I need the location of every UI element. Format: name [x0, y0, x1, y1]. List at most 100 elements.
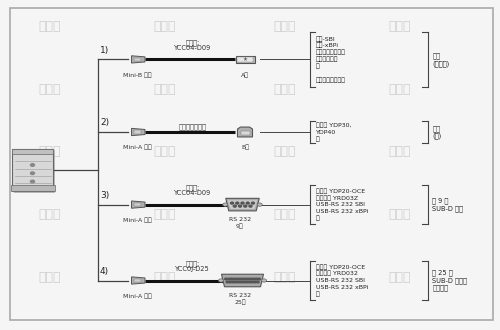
Circle shape — [228, 278, 230, 280]
Bar — [134, 203, 141, 207]
Text: 仅测试: 仅测试 — [154, 271, 176, 284]
Bar — [10, 185, 54, 191]
Text: 仅测试: 仅测试 — [39, 271, 61, 284]
Text: 仅测试: 仅测试 — [389, 208, 411, 221]
Text: 可移动数据存储器: 可移动数据存储器 — [316, 77, 346, 83]
Circle shape — [246, 202, 249, 204]
Circle shape — [262, 279, 266, 282]
Text: 关: 关 — [316, 215, 320, 221]
Text: 仅测试: 仅测试 — [39, 208, 61, 221]
Circle shape — [234, 205, 236, 207]
Circle shape — [247, 278, 250, 280]
Text: USB-RS 232 SBI: USB-RS 232 SBI — [316, 278, 365, 283]
Polygon shape — [238, 127, 252, 137]
Circle shape — [224, 278, 227, 280]
Circle shape — [222, 203, 228, 206]
Text: 电脑文本格式: 电脑文本格式 — [316, 57, 338, 62]
Text: 仅测试: 仅测试 — [389, 20, 411, 33]
Circle shape — [234, 281, 237, 283]
Text: 关: 关 — [316, 291, 320, 297]
Text: A型: A型 — [241, 72, 249, 78]
Circle shape — [236, 202, 239, 204]
Polygon shape — [222, 274, 264, 287]
Text: 带 9 针
SUB-D 插头: 带 9 针 SUB-D 插头 — [432, 197, 464, 212]
Circle shape — [252, 278, 255, 280]
Polygon shape — [132, 201, 145, 208]
Text: 仅测试: 仅测试 — [389, 271, 411, 284]
Text: RS 232
25针: RS 232 25针 — [229, 293, 251, 305]
Bar — [134, 279, 141, 282]
Circle shape — [236, 278, 238, 280]
Bar — [14, 150, 54, 193]
Polygon shape — [132, 277, 145, 284]
Circle shape — [244, 278, 246, 280]
Circle shape — [241, 202, 244, 204]
Polygon shape — [228, 200, 257, 209]
Text: 仅测试: 仅测试 — [389, 145, 411, 158]
Text: 仅测试: 仅测试 — [274, 145, 296, 158]
Text: 仅测试: 仅测试 — [274, 20, 296, 33]
Text: YDP40: YDP40 — [316, 129, 336, 135]
Circle shape — [30, 164, 34, 166]
Circle shape — [249, 205, 252, 207]
Circle shape — [243, 281, 246, 283]
Circle shape — [246, 281, 248, 283]
Text: 订单号:: 订单号: — [186, 40, 200, 46]
Circle shape — [257, 203, 262, 206]
Circle shape — [226, 281, 228, 283]
Text: 电脑-SBI: 电脑-SBI — [316, 36, 336, 42]
Circle shape — [238, 205, 242, 207]
Circle shape — [251, 281, 254, 283]
Text: Mini-A 接口: Mini-A 接口 — [123, 293, 152, 299]
Text: 仅测试: 仅测试 — [274, 208, 296, 221]
Circle shape — [30, 180, 34, 183]
Text: 关: 关 — [316, 136, 320, 142]
Circle shape — [238, 278, 241, 280]
Text: Mini-A 接口: Mini-A 接口 — [123, 145, 152, 150]
Text: 带 25 针
SUB-D 插头的
并行设备: 带 25 针 SUB-D 插头的 并行设备 — [432, 270, 468, 291]
Text: 2): 2) — [100, 118, 109, 127]
Bar — [236, 56, 255, 63]
Text: USB-RS 232 xBPi: USB-RS 232 xBPi — [316, 285, 368, 290]
Circle shape — [250, 278, 252, 280]
Text: RS 232
9针: RS 232 9针 — [229, 217, 251, 229]
Text: 打印机 YDP20-OCE: 打印机 YDP20-OCE — [316, 188, 365, 194]
Text: USB-RS 232 SBI: USB-RS 232 SBI — [316, 202, 365, 207]
Circle shape — [30, 172, 34, 175]
Circle shape — [242, 278, 244, 280]
Text: B型: B型 — [241, 145, 249, 150]
Text: 1): 1) — [100, 46, 109, 55]
Circle shape — [218, 279, 224, 282]
Text: 设备
(从): 设备 (从) — [432, 125, 442, 139]
Circle shape — [233, 278, 235, 280]
Text: 仅测试: 仅测试 — [154, 82, 176, 96]
Bar — [134, 57, 141, 61]
Text: 关: 关 — [316, 63, 320, 69]
Bar — [134, 130, 141, 134]
Text: 主机
(控制器): 主机 (控制器) — [432, 52, 450, 67]
Text: 第二显示 YRD03Z: 第二显示 YRD03Z — [316, 195, 358, 201]
Bar — [12, 148, 53, 154]
Bar — [12, 148, 53, 191]
Circle shape — [232, 281, 234, 283]
Text: 3): 3) — [100, 191, 109, 200]
Circle shape — [237, 281, 240, 283]
Circle shape — [240, 281, 242, 283]
Text: 仅测试: 仅测试 — [39, 20, 61, 33]
Circle shape — [230, 278, 232, 280]
Text: YCC04-D09: YCC04-D09 — [174, 45, 211, 51]
Text: 打印机 YDP20-OCE: 打印机 YDP20-OCE — [316, 264, 365, 270]
Text: Mini-A 接口: Mini-A 接口 — [123, 217, 152, 223]
Circle shape — [248, 281, 251, 283]
Text: 仅测试: 仅测试 — [39, 82, 61, 96]
Text: 仅测试: 仅测试 — [274, 82, 296, 96]
Polygon shape — [132, 128, 145, 136]
Text: 仅测试: 仅测试 — [39, 145, 61, 158]
Text: 打印机 YDP30,: 打印机 YDP30, — [316, 122, 352, 128]
Text: YCC0J-D25: YCC0J-D25 — [175, 266, 210, 272]
Bar — [237, 57, 253, 62]
Text: 电脑-xBPi: 电脑-xBPi — [316, 43, 339, 49]
Circle shape — [255, 278, 258, 280]
Circle shape — [258, 278, 260, 280]
Circle shape — [252, 202, 254, 204]
